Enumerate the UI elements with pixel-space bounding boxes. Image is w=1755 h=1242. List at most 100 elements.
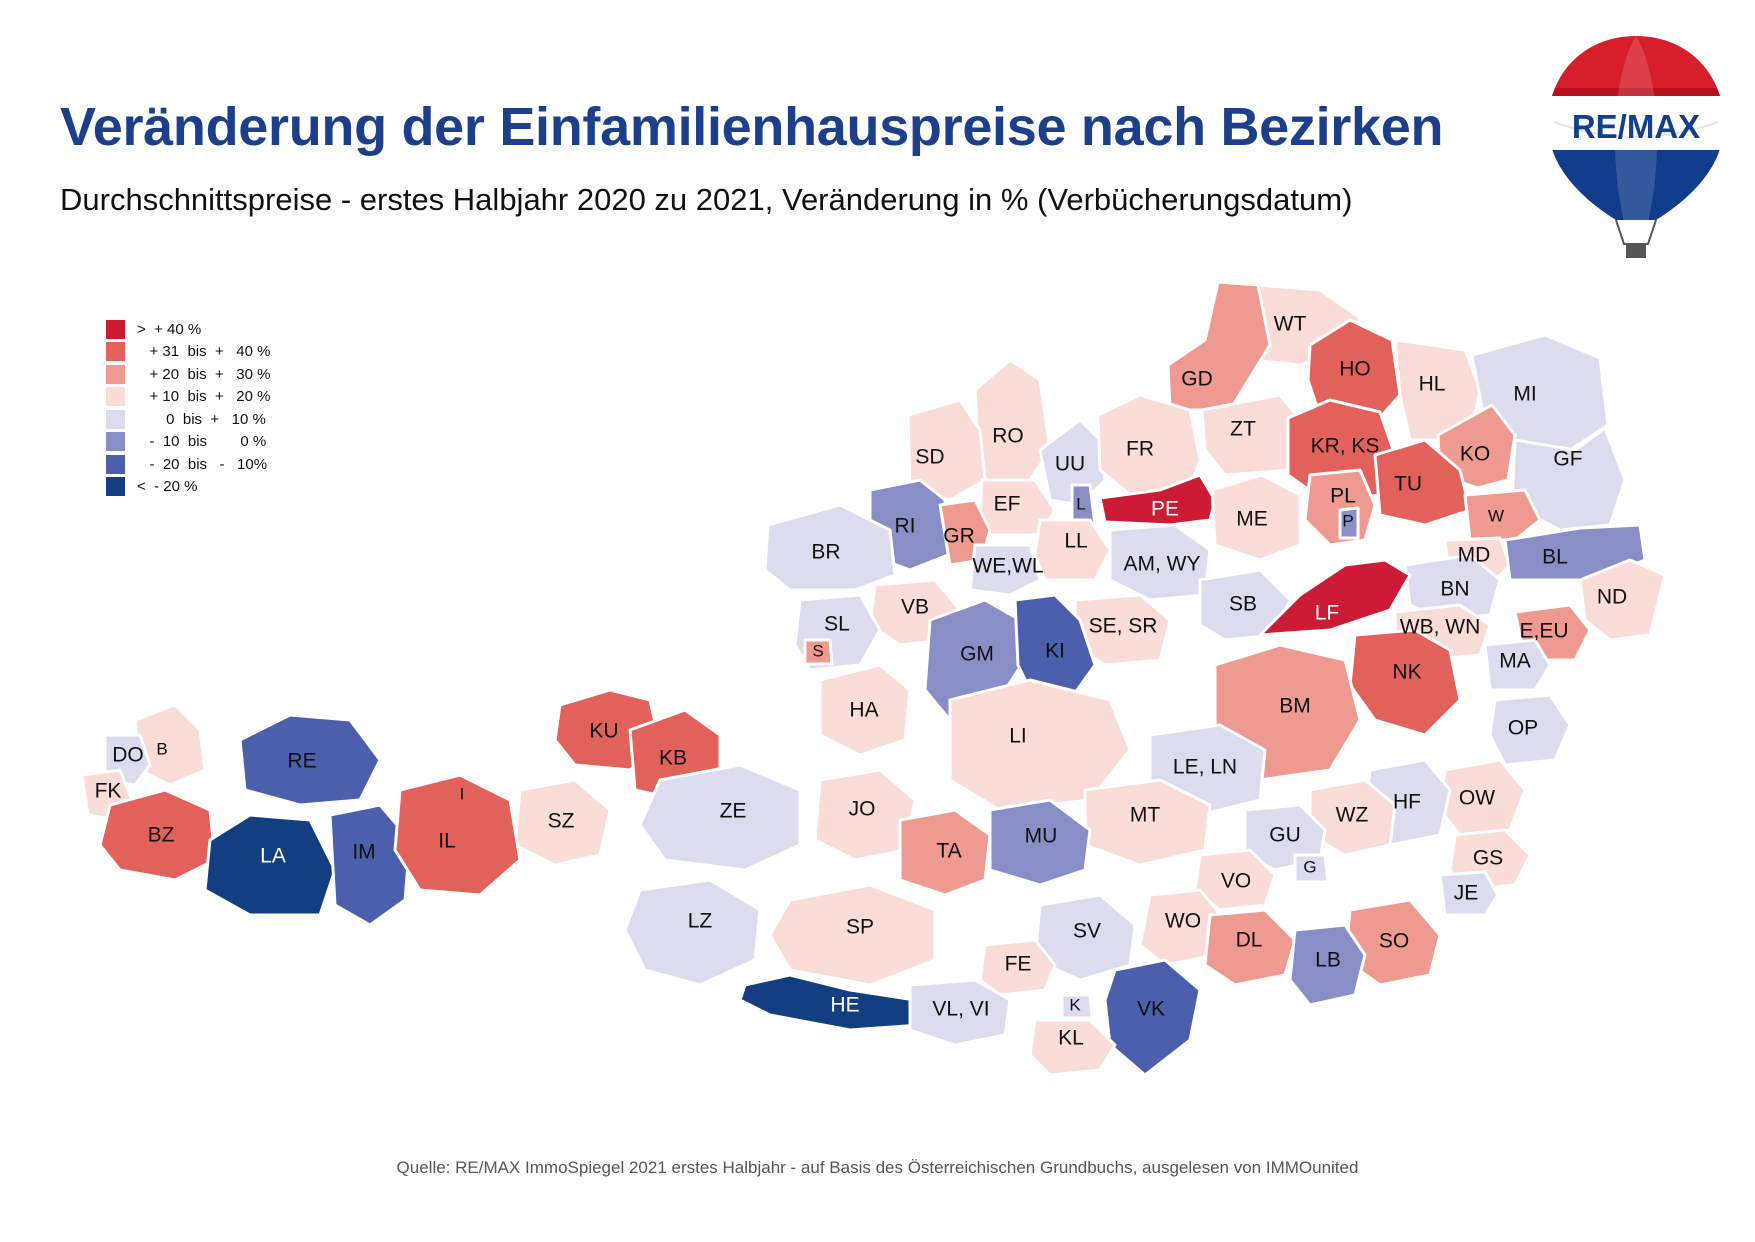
district-label: LF — [1315, 602, 1340, 625]
district-region — [1503, 523, 1647, 582]
district-region — [1103, 958, 1202, 1077]
district-label: E,EU — [1519, 620, 1568, 643]
district-label: HE — [830, 994, 859, 1017]
district-label: LI — [1009, 725, 1027, 748]
district-label: WZ — [1336, 804, 1369, 827]
district-label: FK — [95, 780, 122, 803]
district-label: GD — [1181, 368, 1213, 391]
legend-label: - 10 bis 0 % — [137, 433, 267, 451]
district-region — [803, 638, 834, 666]
district-region — [978, 938, 1057, 997]
district-label: UU — [1055, 453, 1085, 476]
district-label: LA — [260, 845, 286, 868]
district-region — [1293, 853, 1330, 884]
legend-label: 0 bis + 10 % — [137, 410, 266, 428]
district-region — [818, 663, 912, 757]
district-label: GM — [960, 643, 994, 666]
district-label: BN — [1440, 578, 1469, 601]
legend-item: > + 40 % — [106, 318, 270, 341]
district-region — [968, 543, 1042, 597]
district-label: BM — [1279, 695, 1311, 718]
district-label: FE — [1005, 953, 1032, 976]
district-label: SB — [1229, 593, 1257, 616]
page-subtitle: Durchschnittspreise - erstes Halbjahr 20… — [60, 182, 1353, 217]
legend-swatch — [106, 432, 125, 452]
district-region — [1438, 870, 1500, 917]
district-label: HO — [1339, 358, 1371, 381]
district-label: KI — [1045, 640, 1065, 663]
district-region — [1483, 638, 1552, 692]
district-label: HF — [1393, 791, 1421, 814]
district-label: SE, SR — [1089, 615, 1158, 638]
district-label: ME — [1236, 508, 1268, 531]
page-title: Veränderung der Einfamilienhauspreise na… — [60, 97, 1444, 157]
district-label: ZT — [1230, 418, 1256, 441]
district-label: WE,WL — [972, 555, 1043, 578]
legend-item: + 10 bis + 20 % — [106, 386, 270, 409]
district-label: KU — [589, 720, 618, 743]
district-label: GU — [1269, 824, 1301, 847]
district-label: I — [460, 784, 465, 803]
district-label: DL — [1236, 929, 1263, 952]
district-region — [948, 678, 1132, 812]
district-label: MT — [1130, 804, 1160, 827]
district-region — [1578, 558, 1667, 642]
district-label: K — [1069, 995, 1081, 1014]
district-label: LE, LN — [1173, 756, 1237, 779]
district-label: NK — [1392, 661, 1421, 684]
legend-label: + 20 bis + 30 % — [137, 365, 271, 383]
district-region — [393, 773, 522, 897]
legend-swatch — [106, 477, 125, 497]
district-label: AM, WY — [1124, 553, 1201, 576]
district-label: BR — [811, 541, 840, 564]
district-region — [1258, 558, 1412, 637]
district-region — [1033, 518, 1112, 582]
legend-label: > + 40 % — [137, 320, 202, 338]
district-label: TA — [936, 840, 961, 863]
district-label: L — [1076, 494, 1085, 513]
district-label: LZ — [688, 910, 713, 933]
district-region — [1488, 693, 1572, 767]
legend-item: + 20 bis + 30 % — [106, 363, 270, 386]
district-label: KB — [659, 747, 687, 770]
district-region — [1306, 318, 1402, 422]
district-label: JE — [1454, 882, 1479, 905]
district-region — [638, 763, 802, 872]
district-label: TU — [1394, 473, 1422, 496]
district-label: RO — [992, 425, 1024, 448]
district-region — [1166, 280, 1272, 412]
district-label: SL — [824, 613, 850, 636]
district-label: BZ — [148, 824, 175, 847]
district-label: G — [1303, 857, 1316, 876]
district-label: KL — [1058, 1027, 1084, 1050]
district-label: JO — [849, 798, 876, 821]
district-label: SP — [846, 916, 874, 939]
district-region — [1403, 553, 1502, 622]
district-region — [988, 798, 1092, 887]
legend-label: + 10 bis + 20 % — [137, 388, 271, 406]
district-label: B — [156, 739, 167, 758]
district-label: GF — [1553, 448, 1582, 471]
district-region — [1288, 923, 1367, 1007]
district-label: GR — [943, 525, 975, 548]
district-region — [1210, 473, 1302, 562]
district-region — [623, 878, 762, 987]
district-region — [898, 808, 992, 897]
district-region — [1013, 593, 1097, 702]
district-label: OP — [1508, 717, 1538, 740]
district-label: SD — [915, 446, 944, 469]
legend-swatch — [106, 387, 125, 407]
district-label: IL — [438, 830, 456, 853]
district-region — [768, 883, 937, 987]
district-label: HL — [1419, 373, 1446, 396]
district-label: IM — [352, 841, 375, 864]
district-region — [908, 978, 1012, 1047]
district-label: MI — [1513, 383, 1536, 406]
district-label: SZ — [548, 810, 575, 833]
legend-item: < - 20 % — [106, 476, 270, 499]
district-region — [238, 713, 382, 807]
district-label: MU — [1025, 825, 1058, 848]
district-label: FR — [1126, 438, 1154, 461]
district-region — [973, 358, 1052, 482]
legend-label: - 20 bis - 10% — [137, 455, 268, 473]
